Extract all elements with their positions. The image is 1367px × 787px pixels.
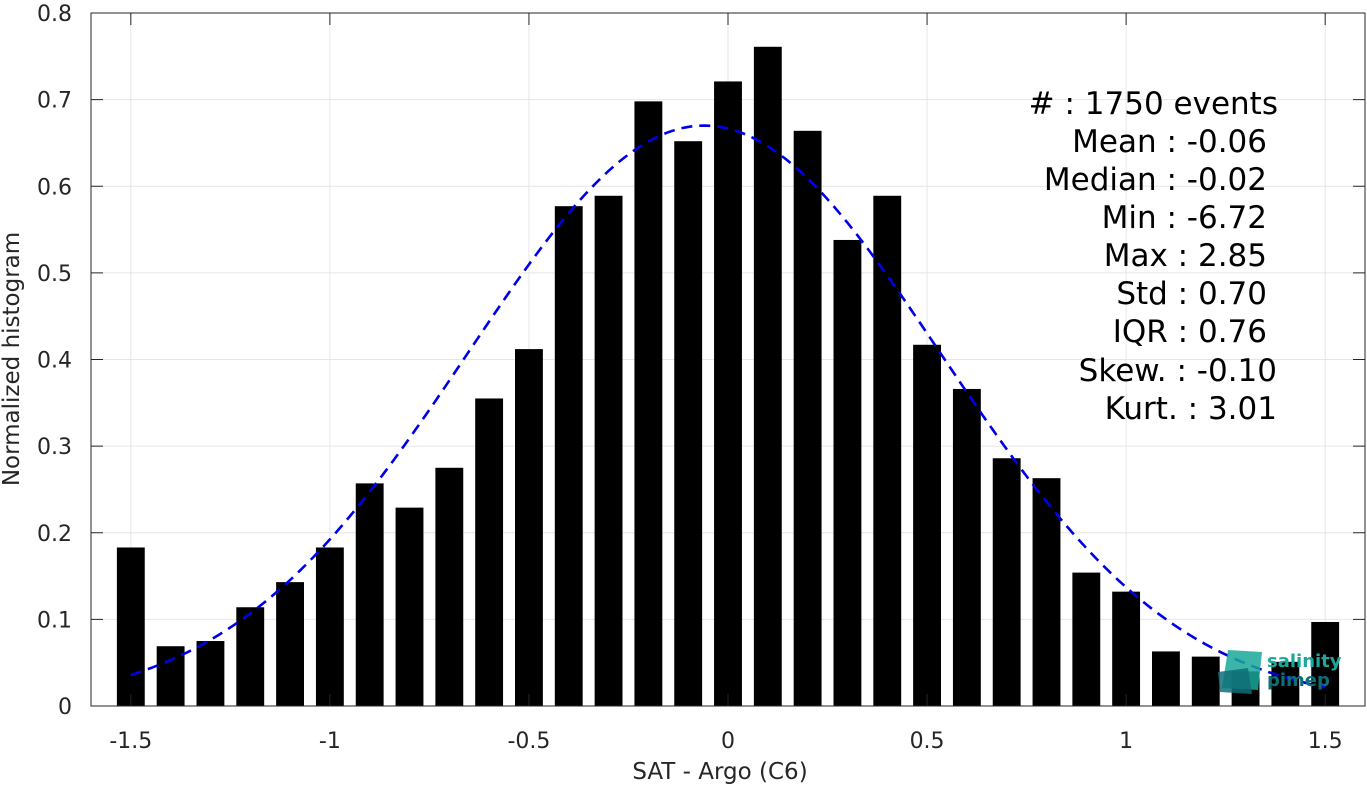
histogram-bar [435, 467, 464, 706]
y-tick-label: 0 [58, 695, 72, 720]
histogram-bar [116, 547, 145, 706]
x-tick-label: 1.5 [1308, 729, 1343, 754]
stat-skewness: Skew. : -0.10 [1079, 353, 1277, 389]
stat-events: # : 1750 events [1029, 86, 1278, 122]
y-tick-label: 0.6 [37, 175, 72, 200]
histogram-bar [395, 507, 424, 706]
histogram-bar [355, 483, 384, 706]
histogram-bar [1191, 656, 1220, 706]
histogram-bar [634, 101, 663, 707]
histogram-bar [1112, 591, 1141, 706]
stat-iqr: IQR : 0.76 [1113, 314, 1267, 350]
stat-min: Min : -6.72 [1102, 200, 1267, 236]
stat-median: Median : -0.02 [1044, 162, 1267, 198]
stat-mean: Mean : -0.06 [1072, 124, 1267, 160]
histogram-bar [1152, 651, 1180, 706]
y-tick-label: 0.5 [37, 262, 72, 287]
stat-max: Max : 2.85 [1104, 238, 1267, 274]
histogram-bar [992, 458, 1021, 706]
logo-text-line1: salinity [1267, 651, 1342, 672]
histogram-bar [793, 130, 822, 706]
histogram-bar [156, 646, 185, 706]
histogram-bar [236, 607, 265, 706]
x-tick-label: 0.5 [910, 729, 945, 754]
histogram-bar [196, 641, 225, 706]
axis-ticks: -1.5 -1 -0.5 0 0.5 1 1.5 0 0.1 0.2 0.3 0.4 0.5 0.6 0.7… [37, 2, 1365, 754]
histogram-bars [116, 46, 1340, 707]
x-tick-label: 1 [1119, 729, 1133, 754]
y-tick-label: 0.8 [37, 2, 72, 27]
y-tick-label: 0.3 [37, 435, 72, 460]
y-tick-label: 0.2 [37, 522, 72, 547]
histogram-bar [475, 398, 504, 706]
histogram-bar [1311, 621, 1340, 706]
y-tick-label: 0.4 [37, 349, 72, 374]
histogram-bar [554, 206, 583, 706]
stat-kurtosis: Kurt. : 3.01 [1105, 391, 1277, 427]
y-tick-label: 0.1 [37, 608, 72, 633]
salinity-pimep-logo: salinity pimep [1218, 650, 1342, 694]
stats-annotation-box: # : 1750 events Mean : -0.06 Median : -0… [1029, 86, 1278, 427]
logo-text-line2: pimep [1267, 670, 1330, 691]
histogram-bar [1032, 478, 1061, 706]
histogram-bar [833, 239, 862, 706]
x-tick-label: -1 [319, 729, 341, 754]
histogram-bar [714, 81, 742, 707]
histogram-bar [315, 547, 344, 706]
x-tick-label: -0.5 [507, 729, 550, 754]
histogram-bar [594, 195, 623, 706]
histogram-bar [1271, 661, 1300, 706]
x-tick-label: -1.5 [109, 729, 152, 754]
histogram-bar [753, 46, 782, 706]
histogram-bar [952, 388, 981, 706]
histogram-bar [276, 582, 304, 706]
histogram-bar [674, 141, 703, 706]
histogram-bar [913, 344, 941, 706]
gaussian-fit-curve [130, 124, 1326, 689]
logo-mark-shade-icon [1218, 668, 1252, 694]
y-axis-title: Normalized histogram [0, 232, 25, 486]
histogram-bar [1072, 572, 1101, 706]
y-tick-label: 0.7 [37, 89, 72, 114]
histogram-bar [515, 349, 543, 706]
x-axis-title: SAT - Argo (C6) [632, 759, 807, 785]
histogram-bar [873, 195, 902, 706]
stat-std: Std : 0.70 [1116, 276, 1267, 312]
x-tick-label: 0 [721, 729, 735, 754]
